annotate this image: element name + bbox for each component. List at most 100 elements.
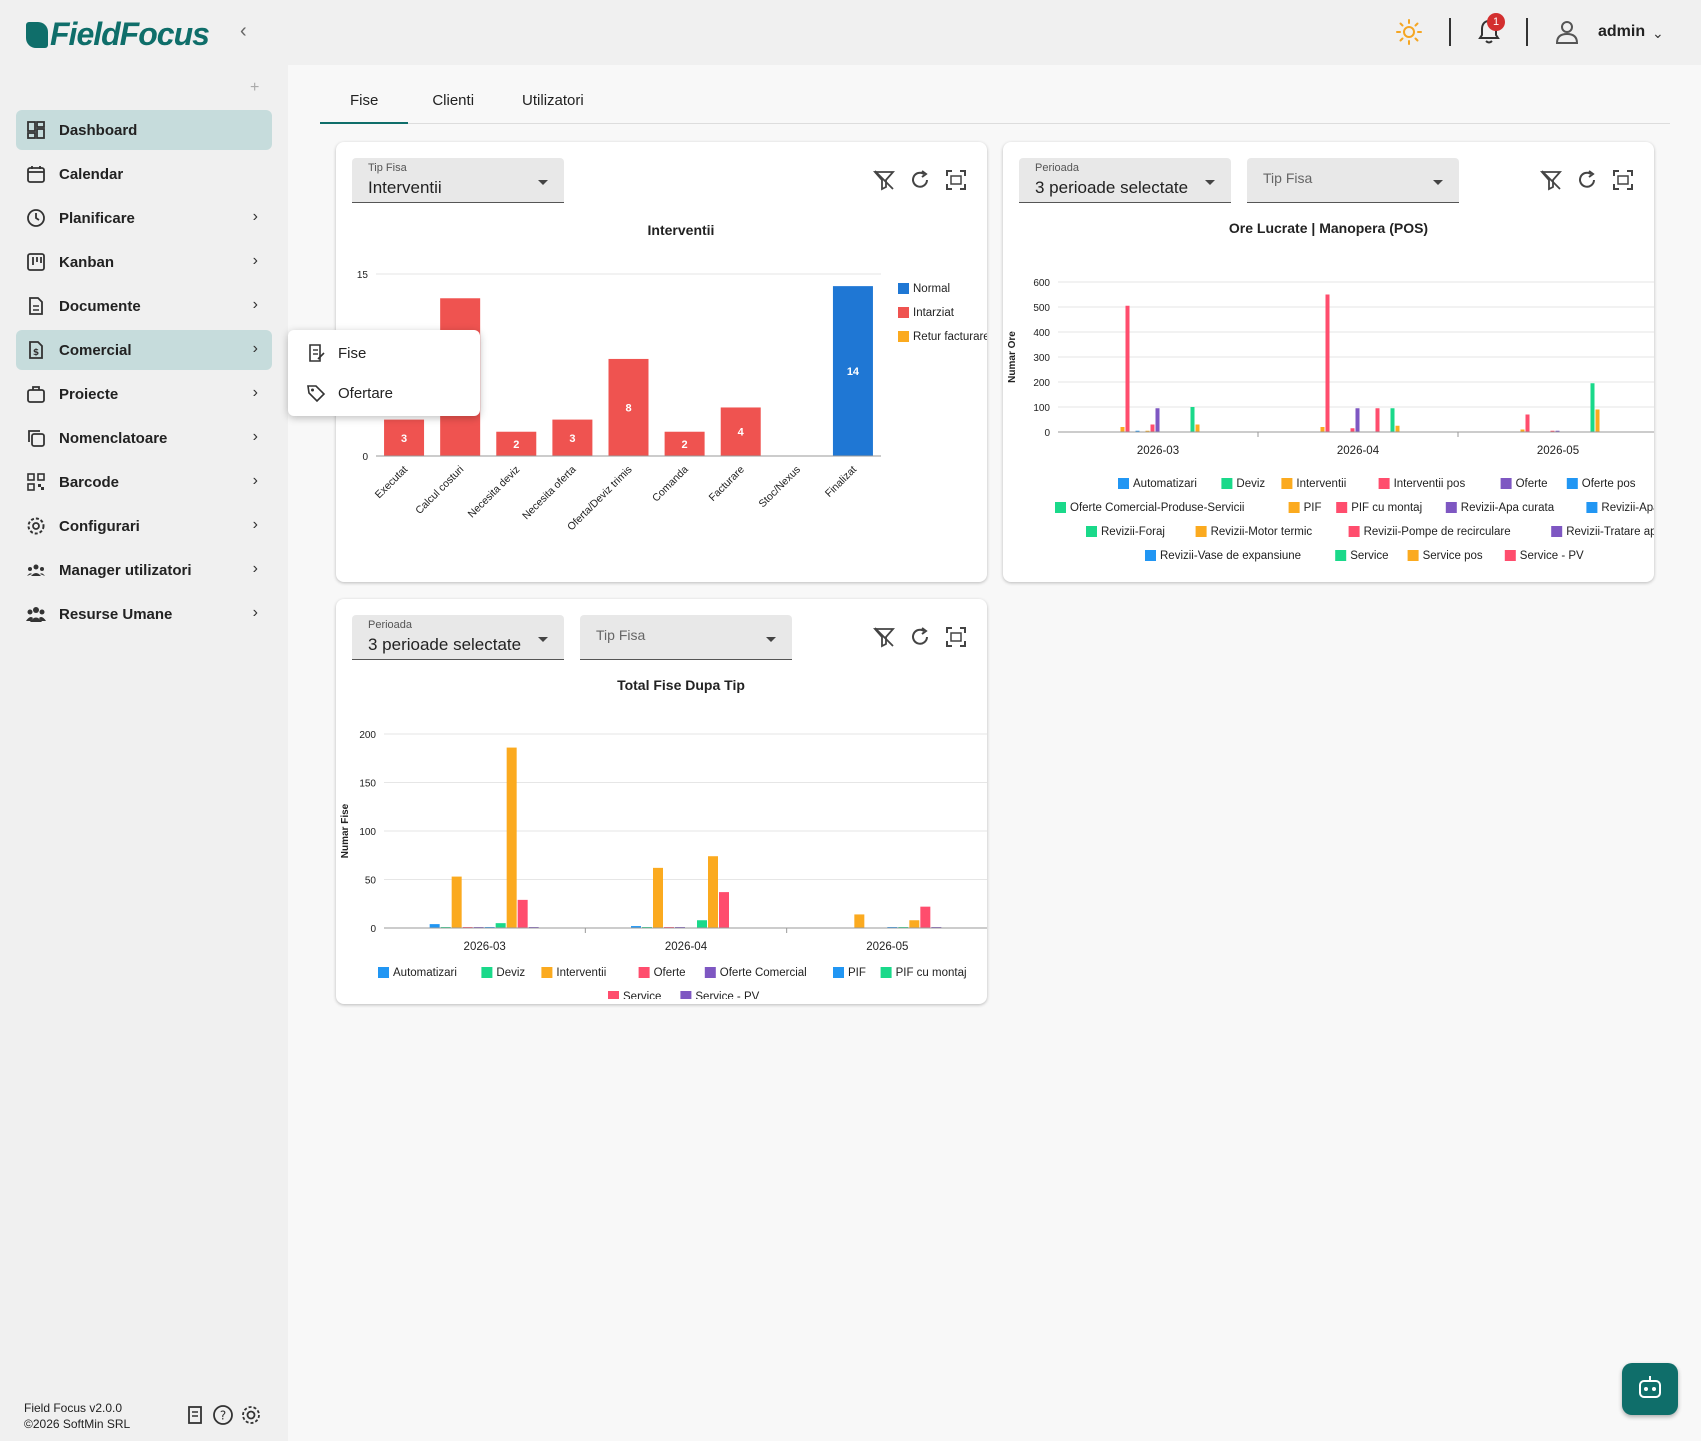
tab-utilizatori[interactable]: Utilizatori (522, 92, 584, 109)
receipt-icon[interactable] (184, 1404, 206, 1426)
refresh-icon[interactable] (908, 168, 932, 192)
bar (1525, 414, 1530, 432)
dashboard-icon (27, 121, 45, 139)
tab-clienti[interactable]: Clienti (432, 92, 475, 109)
select-label: Perioada (1035, 162, 1080, 174)
legend-swatch (880, 967, 892, 978)
bar (1390, 408, 1395, 432)
y-tick-label: 0 (1044, 428, 1050, 439)
legend-swatch (1378, 478, 1390, 489)
clear-filter-icon[interactable] (872, 168, 896, 192)
tip-fisa-select[interactable]: Tip Fisa (1247, 158, 1459, 203)
chart-toolbar (872, 168, 968, 192)
chevron-right-icon: › (252, 560, 258, 577)
bar (1125, 305, 1130, 432)
kanban-icon (27, 253, 45, 271)
sidebar-collapse-icon[interactable]: ‹ (240, 20, 247, 42)
fullscreen-icon[interactable] (944, 625, 968, 649)
legend-label: Deviz (496, 967, 525, 979)
legend-swatch (1118, 478, 1129, 489)
data-label: 2 (682, 439, 688, 451)
legend-label: Oferte pos (1582, 478, 1636, 490)
legend-swatch (1336, 502, 1348, 513)
user-avatar-icon[interactable] (1554, 19, 1580, 45)
bar-intarziat (384, 419, 425, 456)
submenu-item-ofertare[interactable]: Ofertare (288, 373, 480, 413)
bar-intarziat (720, 407, 761, 456)
sidebar-item-manager-utilizatori[interactable]: Manager utilizatori › (16, 550, 272, 590)
clear-filter-icon[interactable] (1539, 168, 1563, 192)
bar (506, 747, 517, 928)
legend-swatch (833, 967, 844, 978)
bar (920, 906, 931, 928)
refresh-icon[interactable] (1575, 168, 1599, 192)
y-tick-label: 0 (370, 924, 376, 935)
bar (719, 892, 729, 928)
legend-label: Retur facturare (913, 331, 987, 343)
sidebar-item-planificare[interactable]: Planificare › (16, 198, 272, 238)
chevron-right-icon: › (252, 428, 258, 445)
settings-icon[interactable] (240, 1404, 262, 1426)
sidebar-item-proiecte[interactable]: Proiecte › (16, 374, 272, 414)
x-tick-label: 2026-05 (1537, 445, 1579, 457)
sidebar-item-resurse-umane[interactable]: Resurse Umane › (16, 594, 272, 634)
sidebar-item-kanban[interactable]: Kanban › (16, 242, 272, 282)
header-divider (1526, 18, 1528, 46)
help-icon[interactable]: ? (212, 1404, 234, 1426)
copyright: ©2026 SoftMin SRL (24, 1417, 131, 1431)
fullscreen-icon[interactable] (1611, 168, 1635, 192)
perioada-select[interactable]: Perioada 3 perioade selectate (1019, 158, 1231, 203)
chart-title: Total Fise Dupa Tip (617, 677, 745, 693)
user-name[interactable]: admin (1598, 23, 1646, 40)
bar-intarziat (552, 419, 593, 456)
logo[interactable]: FieldFocus (26, 16, 210, 53)
refresh-icon[interactable] (908, 625, 932, 649)
tip-fisa-select[interactable]: Tip Fisa (580, 615, 792, 660)
header-divider (1449, 18, 1451, 46)
bar (1135, 430, 1140, 432)
legend-label: Service - PV (695, 991, 759, 999)
dropdown-arrow-icon (1433, 180, 1443, 185)
sidebar-item-label: Manager utilizatori (59, 561, 192, 579)
x-tick-label: Necesita oferta (520, 464, 579, 523)
sidebar-item-comercial[interactable]: $ Comercial › (16, 330, 272, 370)
legend-label: Revizii-Apa uzata (1601, 502, 1654, 514)
tip-fisa-select[interactable]: Tip Fisa Interventii (352, 158, 564, 203)
sidebar-item-documente[interactable]: Documente › (16, 286, 272, 326)
sidebar-item-dashboard[interactable]: Dashboard (16, 110, 272, 150)
y-axis-label: Numar Ore (1007, 331, 1018, 383)
submenu-item-label: Fise (338, 344, 367, 362)
add-icon[interactable]: + (250, 79, 260, 96)
clear-filter-icon[interactable] (872, 625, 896, 649)
submenu-item-fise[interactable]: Fise (288, 333, 480, 373)
legend-label: Oferte Comercial-Produse-Servicii (1070, 502, 1244, 514)
bar (1325, 294, 1330, 432)
x-tick-label: Facturare (707, 464, 747, 504)
bar (1550, 430, 1555, 432)
y-tick-label: 300 (1033, 353, 1050, 364)
select-value: 3 perioade selectate (1035, 178, 1189, 197)
sidebar-item-label: Dashboard (59, 121, 138, 139)
sidebar-item-label: Calendar (59, 165, 124, 183)
svg-text:$: $ (33, 348, 39, 358)
legend-swatch (1221, 478, 1233, 489)
bar-intarziat (496, 431, 537, 456)
chevron-right-icon: › (252, 516, 258, 533)
legend-swatch (1566, 478, 1578, 489)
chevron-down-icon[interactable]: ⌄ (1652, 25, 1664, 41)
chatbot-button[interactable] (1622, 1363, 1678, 1415)
perioada-select[interactable]: Perioada 3 perioade selectate (352, 615, 564, 660)
tab-fise[interactable]: Fise (320, 90, 409, 124)
sidebar-item-barcode[interactable]: Barcode › (16, 462, 272, 502)
theme-toggle-sun-icon[interactable] (1396, 19, 1422, 45)
sidebar-item-calendar[interactable]: Calendar (16, 154, 272, 194)
y-axis-label: Numar Fise (340, 803, 351, 858)
x-tick-label: 2026-03 (464, 941, 506, 953)
sidebar-item-nomenclatoare[interactable]: Nomenclatoare › (16, 418, 272, 458)
chart-title: Ore Lucrate | Manopera (POS) (1228, 220, 1429, 236)
sidebar-item-configurari[interactable]: Configurari › (16, 506, 272, 546)
legend-label: Automatizari (393, 967, 457, 979)
x-tick-label: Executat (373, 464, 410, 501)
chevron-right-icon: › (252, 384, 258, 401)
fullscreen-icon[interactable] (944, 168, 968, 192)
